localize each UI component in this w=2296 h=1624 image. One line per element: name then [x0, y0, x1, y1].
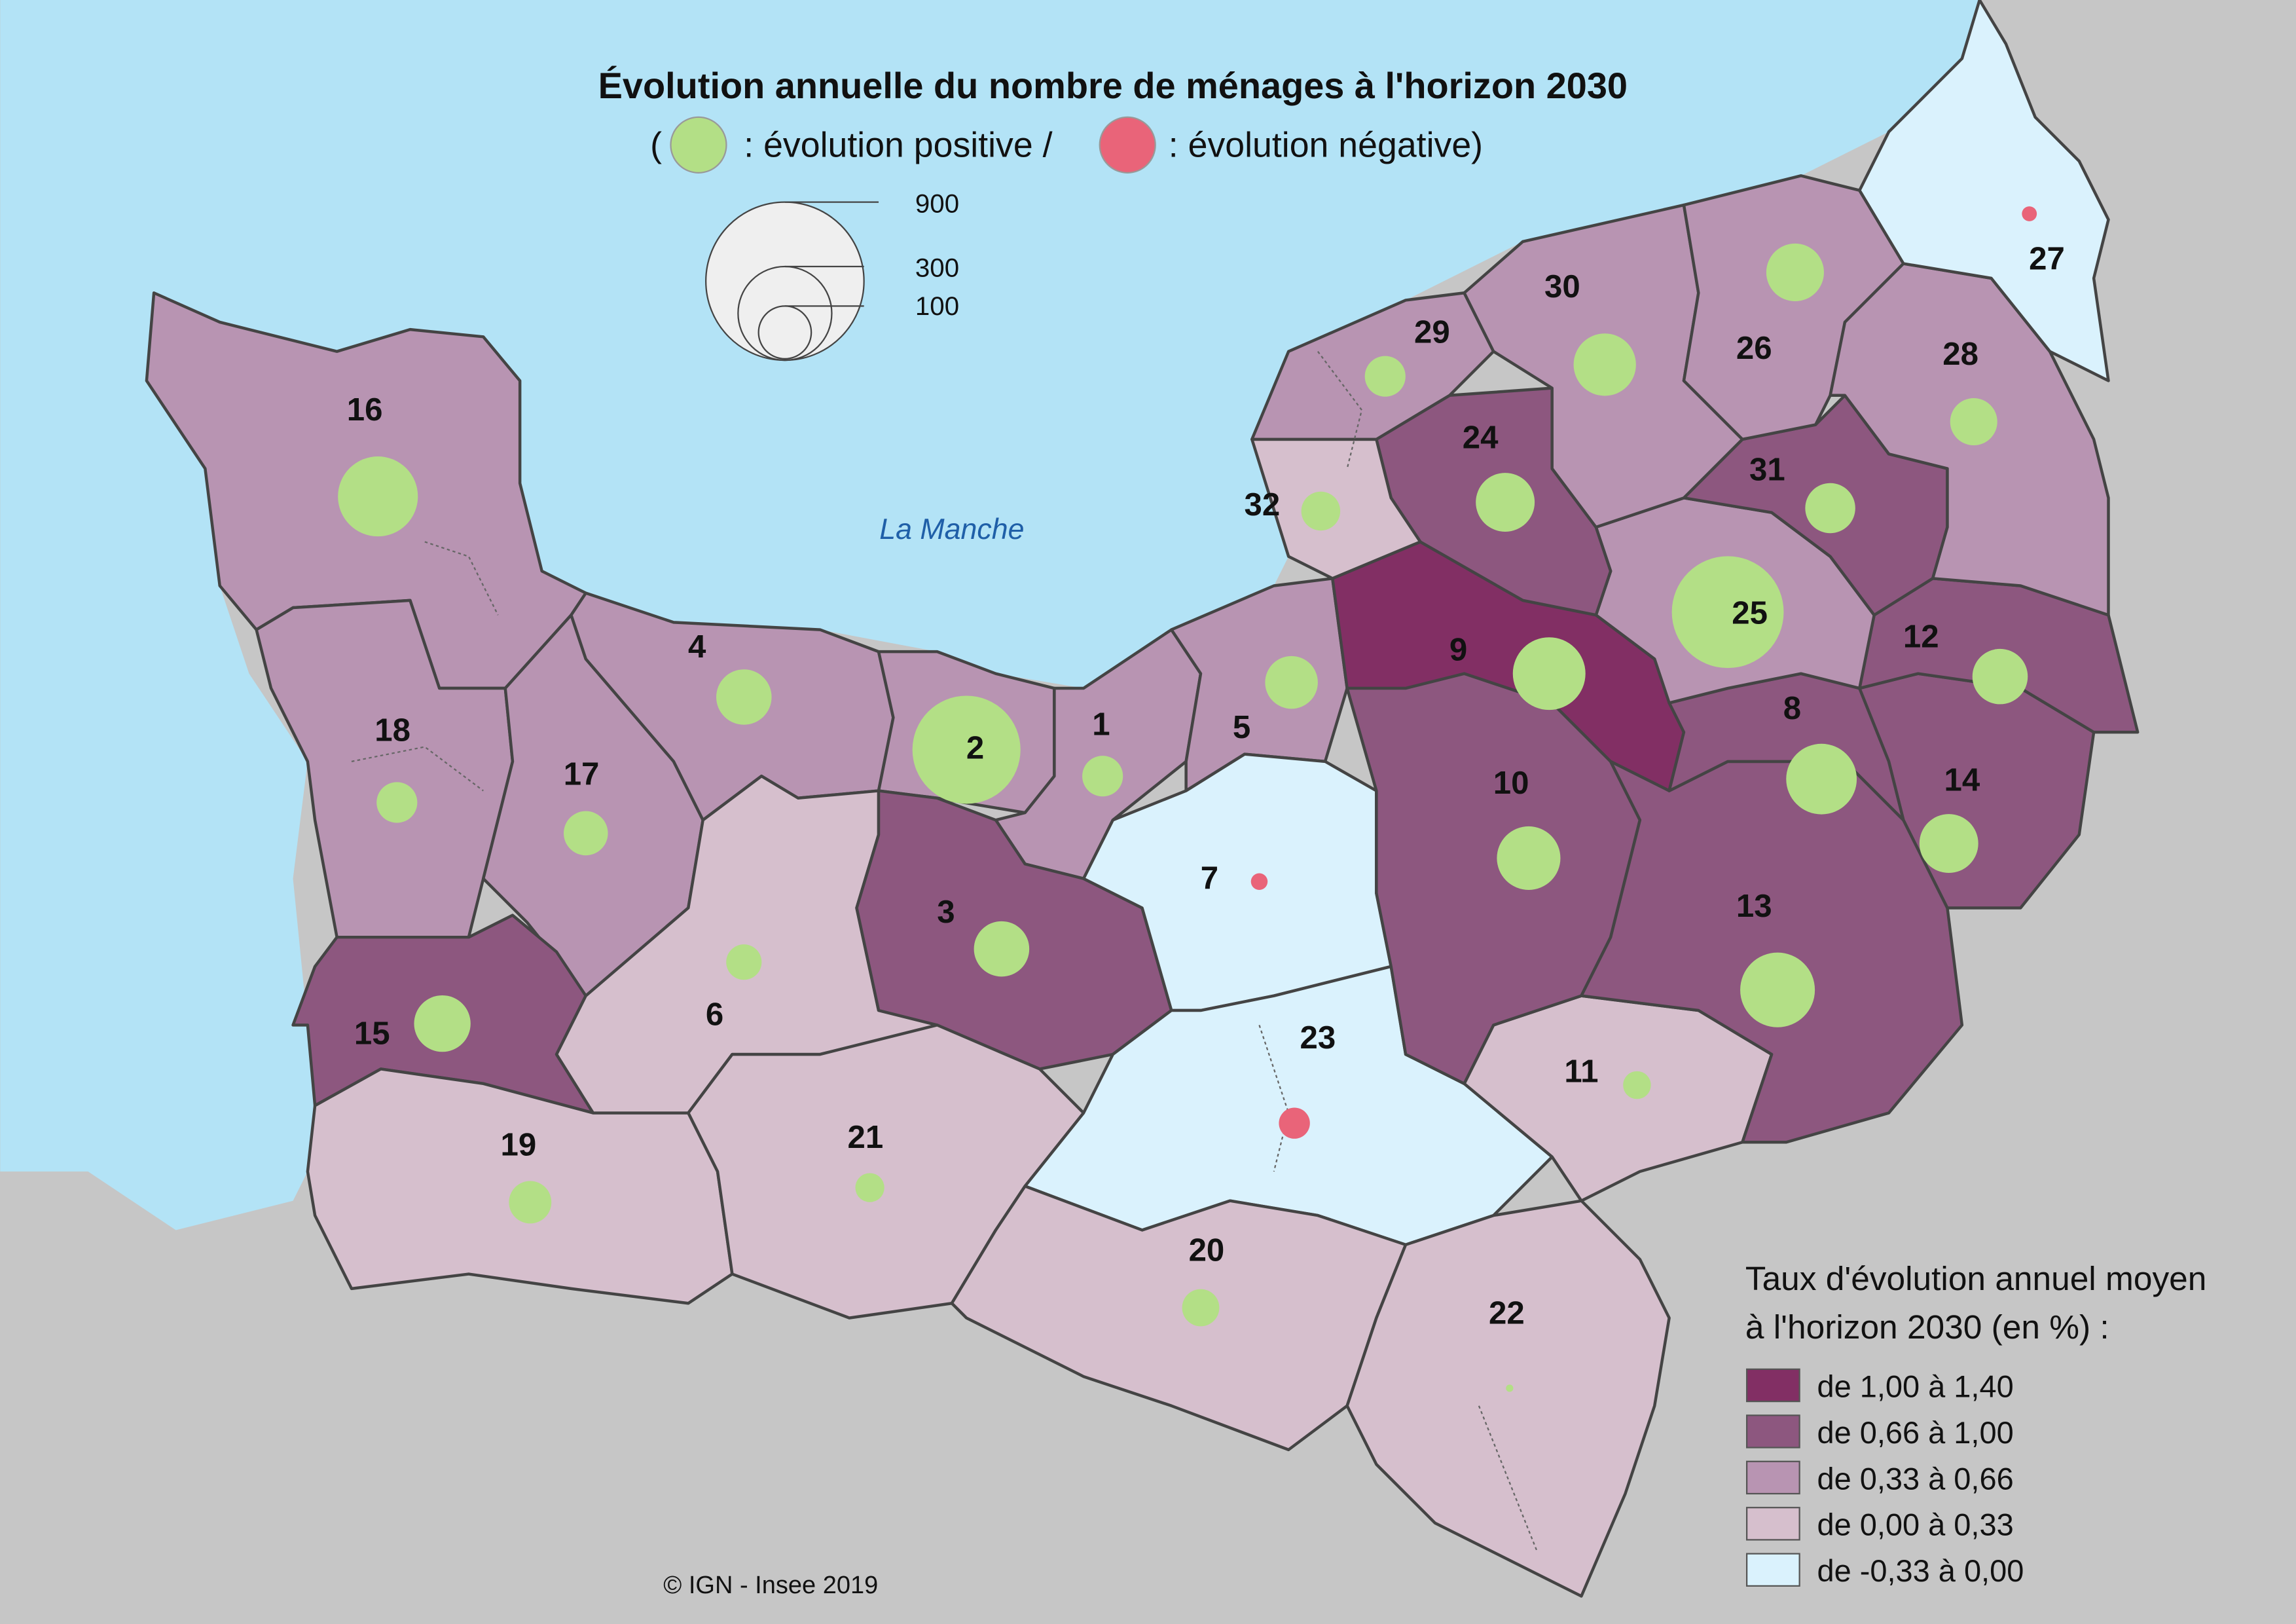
circle-zone-19: [509, 1181, 552, 1224]
class-label-1: de 1,00 à 1,40: [1817, 1369, 2013, 1403]
label-zone-30: 30: [1544, 268, 1580, 304]
circle-zone-23: [1279, 1107, 1310, 1139]
label-zone-28: 28: [1942, 336, 1978, 372]
label-zone-5: 5: [1233, 709, 1250, 745]
credit: © IGN - Insee 2019: [663, 1572, 878, 1599]
label-zone-22: 22: [1489, 1295, 1525, 1331]
sea: [0, 0, 1980, 1230]
label-zone-18: 18: [374, 712, 410, 748]
circle-zone-22: [1506, 1384, 1514, 1392]
class-label-5: de -0,33 à 0,00: [1817, 1553, 2024, 1588]
circle-zone-11: [1623, 1071, 1651, 1099]
circle-zone-10: [1497, 826, 1561, 890]
label-zone-29: 29: [1414, 314, 1450, 350]
label-zone-17: 17: [564, 756, 600, 792]
circle-zone-8: [1786, 743, 1857, 815]
label-zone-24: 24: [1463, 419, 1499, 455]
class-legend: Taux d'évolution annuel moyen à l'horizo…: [1745, 1259, 2207, 1588]
circle-zone-28: [1950, 398, 1997, 446]
circle-zone-5: [1265, 655, 1318, 709]
label-zone-11: 11: [1564, 1054, 1598, 1090]
circle-zone-30: [1573, 333, 1636, 396]
circle-zone-21: [855, 1173, 884, 1202]
label-zone-2: 2: [966, 729, 984, 766]
class-legend-title-2: à l'horizon 2030 (en %) :: [1745, 1308, 2109, 1346]
size-label-100: 100: [915, 291, 959, 321]
label-zone-15: 15: [354, 1015, 390, 1051]
circle-zone-2: [912, 695, 1021, 804]
circle-zone-25: [1671, 556, 1784, 669]
class-swatch-3: [1746, 1460, 1800, 1495]
subtitle-negative: : évolution négative): [1169, 125, 1483, 164]
label-zone-19: 19: [501, 1126, 537, 1162]
size-legend: 900 300 100: [705, 189, 959, 361]
size-circle-100: [757, 305, 812, 360]
label-zone-26: 26: [1736, 330, 1772, 366]
label-zone-9: 9: [1449, 632, 1467, 668]
label-zone-1: 1: [1092, 707, 1110, 743]
size-label-300: 300: [915, 253, 959, 283]
class-label-4: de 0,00 à 0,33: [1817, 1507, 2013, 1542]
class-swatch-5: [1746, 1553, 1800, 1587]
map-title: Évolution annuelle du nombre de ménages …: [598, 65, 1628, 106]
circle-zone-14: [1919, 814, 1978, 874]
label-zone-6: 6: [706, 996, 723, 1032]
circle-zone-12: [1972, 648, 2028, 705]
circle-zone-7: [1250, 873, 1268, 890]
circle-zone-3: [974, 921, 1030, 977]
label-zone-27: 27: [2029, 240, 2065, 276]
label-zone-13: 13: [1736, 888, 1772, 924]
label-zone-12: 12: [1903, 618, 1939, 654]
sea-label: La Manche: [879, 513, 1024, 545]
class-label-2: de 0,66 à 1,00: [1817, 1415, 2013, 1450]
label-zone-25: 25: [1732, 595, 1768, 631]
label-zone-31: 31: [1749, 451, 1785, 487]
circle-zone-13: [1740, 952, 1815, 1027]
circle-zone-16: [338, 456, 418, 537]
zone-22: [1345, 1199, 1671, 1598]
circle-zone-32: [1301, 491, 1341, 531]
label-zone-8: 8: [1783, 690, 1801, 726]
class-swatch-4: [1746, 1507, 1800, 1541]
class-swatch-1: [1746, 1368, 1800, 1403]
circle-zone-31: [1805, 483, 1855, 534]
label-zone-3: 3: [937, 894, 955, 930]
circle-zone-4: [716, 669, 772, 725]
circle-zone-6: [726, 944, 762, 980]
class-swatch-2: [1746, 1414, 1800, 1449]
label-zone-16: 16: [347, 392, 383, 428]
circle-zone-26: [1766, 243, 1824, 301]
circle-zone-24: [1476, 473, 1535, 532]
label-zone-14: 14: [1944, 762, 1980, 798]
circle-zone-15: [414, 995, 471, 1052]
zone-27: [1858, 0, 2110, 382]
label-zone-10: 10: [1493, 765, 1529, 801]
size-label-900: 900: [915, 189, 959, 218]
circle-zone-20: [1182, 1289, 1220, 1327]
circle-zone-29: [1364, 356, 1406, 397]
label-zone-23: 23: [1300, 1020, 1336, 1056]
label-zone-32: 32: [1245, 487, 1281, 523]
class-label-3: de 0,33 à 0,66: [1817, 1461, 2013, 1496]
label-zone-20: 20: [1189, 1232, 1225, 1268]
subtitle-open: (: [650, 125, 662, 164]
circle-zone-9: [1512, 637, 1586, 710]
label-zone-4: 4: [688, 629, 706, 665]
circle-zone-18: [376, 782, 418, 823]
positive-swatch: [670, 116, 727, 174]
class-legend-title-1: Taux d'évolution annuel moyen: [1745, 1259, 2207, 1297]
subtitle-positive: : évolution positive /: [744, 125, 1052, 164]
label-zone-21: 21: [848, 1119, 884, 1155]
circle-zone-27: [2022, 206, 2037, 221]
circle-zone-1: [1082, 756, 1123, 797]
label-zone-7: 7: [1201, 860, 1218, 896]
negative-swatch: [1099, 116, 1156, 174]
circle-zone-17: [564, 811, 608, 856]
